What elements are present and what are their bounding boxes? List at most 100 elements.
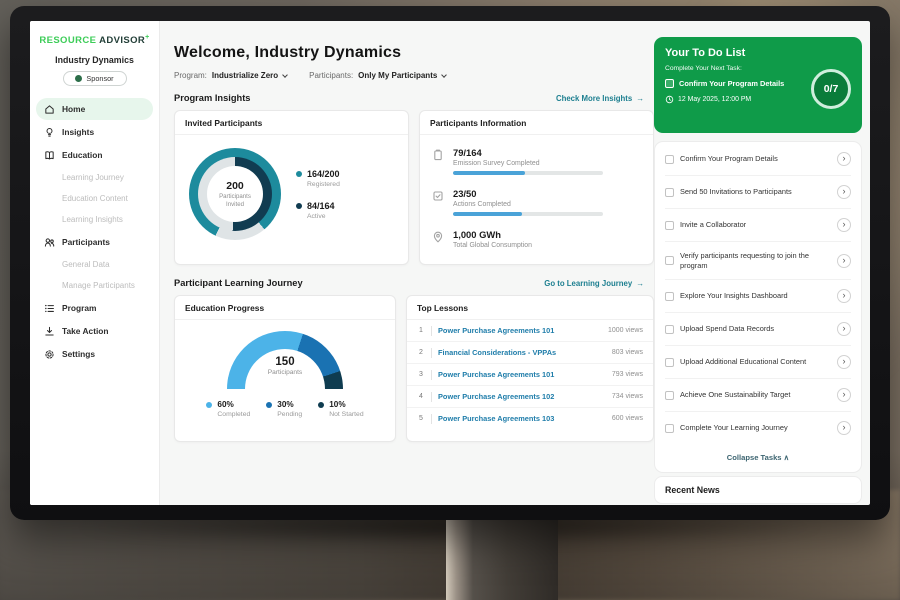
checkbox-icon[interactable] <box>665 79 674 88</box>
checkbox-icon[interactable] <box>665 256 674 266</box>
sidebar-item-label: Education <box>62 150 103 161</box>
sidebar-item-label: Home <box>62 104 86 115</box>
invited-donut-ring-outer: 200 Participants Invited <box>189 148 281 240</box>
task-row[interactable]: Verify participants requesting to join t… <box>665 242 851 281</box>
task-label: Upload Additional Educational Content <box>680 357 807 367</box>
participants-filter-dropdown[interactable]: Participants: Only My Participants <box>309 71 448 80</box>
sidebar-item-take-action[interactable]: Take Action <box>36 320 153 342</box>
lesson-row[interactable]: 4 Power Purchase Agreements 102 734 view… <box>407 386 653 408</box>
invited-participants-card: Invited Participants 200 Participants In… <box>174 110 409 265</box>
lesson-rank: 3 <box>419 371 423 378</box>
legend-value: 10% <box>329 400 346 409</box>
checkbox-icon[interactable] <box>665 357 674 367</box>
clipboard-icon <box>432 149 444 161</box>
education-center-label: Participants <box>267 369 303 376</box>
go-to-learning-journey-label: Go to Learning Journey <box>544 278 633 288</box>
checkbox-icon[interactable] <box>665 324 674 334</box>
sidebar-item-learning-insights[interactable]: Learning Insights <box>36 209 153 230</box>
lesson-views: 793 views <box>611 371 643 378</box>
lesson-views: 734 views <box>611 393 643 400</box>
sidebar-item-insights[interactable]: Insights <box>36 121 153 143</box>
checkbox-icon[interactable] <box>665 187 674 197</box>
lesson-row[interactable]: 2 Financial Considerations - VPPAs 803 v… <box>407 342 653 364</box>
lesson-title-link[interactable]: Power Purchase Agreements 102 <box>438 392 555 401</box>
task-label: Confirm Your Program Details <box>680 154 778 164</box>
chevron-right-icon[interactable]: › <box>837 322 851 337</box>
checkbox-icon[interactable] <box>665 220 674 230</box>
task-label: Upload Spend Data Records <box>680 324 775 334</box>
sidebar-item-learning-journey[interactable]: Learning Journey <box>36 167 153 188</box>
todo-next-task-label: Confirm Your Program Details <box>679 79 785 88</box>
chevron-right-icon[interactable]: › <box>837 152 851 166</box>
brand-logo: RESOURCE ADVISOR+ <box>30 34 159 46</box>
task-row[interactable]: Upload Spend Data Records › <box>665 313 851 347</box>
chevron-right-icon[interactable]: › <box>837 388 851 403</box>
legend-label: Pending <box>277 411 303 418</box>
program-filter-dropdown[interactable]: Program: Industrialize Zero <box>174 71 288 80</box>
legend-item-registered: 164/200 Registered <box>296 169 340 188</box>
go-to-learning-journey-link[interactable]: Go to Learning Journey → <box>544 279 644 288</box>
education-center-value: 150 <box>275 356 295 368</box>
education-card-title: Education Progress <box>175 296 395 320</box>
lightbulb-icon <box>44 127 55 138</box>
sidebar-item-participants[interactable]: Participants <box>36 231 153 253</box>
chevron-right-icon[interactable]: › <box>837 218 851 232</box>
task-row[interactable]: Send 50 Invitations to Participants › <box>665 176 851 209</box>
checkbox-icon[interactable] <box>665 291 674 301</box>
sidebar-nav: Home Insights Education Learning Journey <box>30 98 159 365</box>
todo-subtitle: Complete Your Next Task: <box>665 65 742 72</box>
sidebar-item-settings[interactable]: Settings <box>36 343 153 365</box>
collapse-tasks-button[interactable]: Collapse Tasks ∧ <box>665 444 851 470</box>
chevron-right-icon[interactable]: › <box>837 421 851 436</box>
map-pin-icon <box>432 231 444 243</box>
task-row[interactable]: Invite a Collaborator › <box>665 209 851 242</box>
todo-next-task[interactable]: Confirm Your Program Details <box>665 79 807 88</box>
participants-filter-value: Only My Participants <box>358 71 438 80</box>
sidebar-item-manage-participants[interactable]: Manage Participants <box>36 275 153 296</box>
info-progress-fill <box>453 211 522 216</box>
sponsor-badge[interactable]: Sponsor <box>62 71 127 87</box>
chevron-right-icon[interactable]: › <box>837 253 851 268</box>
sidebar-item-education-content[interactable]: Education Content <box>36 188 153 209</box>
sidebar-item-home[interactable]: Home <box>36 98 153 121</box>
sidebar-item-education[interactable]: Education <box>36 144 153 166</box>
stat-global-consumption: 1,000 GWh Total Global Consumption <box>432 222 641 255</box>
task-row[interactable]: Achieve One Sustainability Target › <box>665 379 851 413</box>
sidebar-item-general-data[interactable]: General Data <box>36 254 153 275</box>
legend-value: 60% <box>217 400 234 409</box>
task-row[interactable]: Complete Your Learning Journey › <box>665 412 851 444</box>
task-row[interactable]: Confirm Your Program Details › <box>665 143 851 176</box>
lesson-views: 600 views <box>611 415 643 422</box>
checkbox-icon[interactable] <box>665 390 674 400</box>
recent-news-header[interactable]: Recent News <box>654 476 862 504</box>
task-row[interactable]: Explore Your Insights Dashboard › <box>665 280 851 314</box>
sidebar: RESOURCE ADVISOR+ Industry Dynamics Spon… <box>30 21 160 505</box>
lesson-title-link[interactable]: Financial Considerations - VPPAs <box>438 348 557 357</box>
todo-task-list: Confirm Your Program Details › Send 50 I… <box>654 141 862 474</box>
todo-due-label: 12 May 2025, 12:00 PM <box>678 96 752 103</box>
divider <box>431 369 432 380</box>
sidebar-item-program[interactable]: Program <box>36 297 153 319</box>
brand-logo-primary: RESOURCE <box>39 35 97 47</box>
legend-label: Completed <box>217 411 251 418</box>
lesson-title-link[interactable]: Power Purchase Agreements 101 <box>438 326 555 335</box>
check-square-icon <box>432 190 444 202</box>
arrow-right-icon: → <box>636 93 644 103</box>
invited-card-title: Invited Participants <box>175 111 408 135</box>
lesson-row[interactable]: 5 Power Purchase Agreements 103 600 view… <box>407 408 653 429</box>
chevron-right-icon[interactable]: › <box>837 185 851 199</box>
education-progress-card: Education Progress 150 Participants <box>174 295 396 442</box>
chevron-right-icon[interactable]: › <box>837 289 851 304</box>
task-row[interactable]: Upload Additional Educational Content › <box>665 346 851 380</box>
lesson-title-link[interactable]: Power Purchase Agreements 101 <box>438 370 555 379</box>
lesson-title-link[interactable]: Power Purchase Agreements 103 <box>438 414 555 423</box>
lesson-row[interactable]: 3 Power Purchase Agreements 101 793 view… <box>407 364 653 386</box>
lesson-row[interactable]: 1 Power Purchase Agreements 101 1000 vie… <box>407 320 653 342</box>
checkbox-icon[interactable] <box>665 423 674 433</box>
program-insights-cards: Invited Participants 200 Participants In… <box>174 110 654 265</box>
check-more-insights-link[interactable]: Check More Insights → <box>556 94 644 103</box>
chevron-down-icon <box>282 71 288 78</box>
chevron-right-icon[interactable]: › <box>837 355 851 370</box>
checkbox-icon[interactable] <box>665 154 674 164</box>
